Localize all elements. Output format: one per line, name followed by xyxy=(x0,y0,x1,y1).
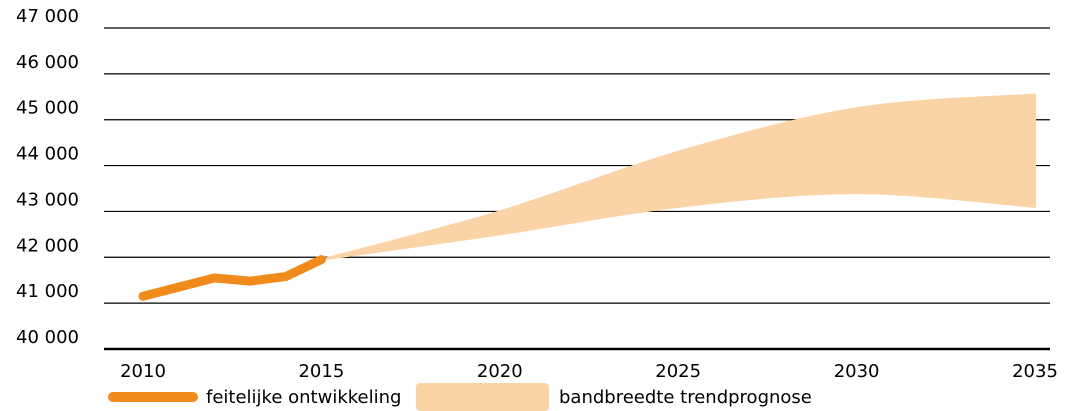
chart: 40 000 41 000 42 000 43 000 44 000 45 000 46 0… xyxy=(16,6,1058,382)
y-tick-label: 46 000 xyxy=(16,52,79,73)
y-tick-label: 43 000 xyxy=(16,189,79,210)
legend-item-actual: feitelijke ontwikkeling xyxy=(108,383,401,411)
x-tick-label: 2035 xyxy=(1012,361,1058,382)
legend-item-band: bandbreedte trendprognose xyxy=(416,383,812,411)
legend-swatch-band xyxy=(416,383,549,411)
legend-label-band: bandbreedte trendprognose xyxy=(559,386,812,408)
y-tick-label: 44 000 xyxy=(16,144,79,165)
y-tick-label: 45 000 xyxy=(16,98,79,119)
y-tick-label: 41 000 xyxy=(16,281,79,302)
x-axis-ticks: 2010 2015 2020 2025 2030 2035 xyxy=(120,361,1058,382)
x-tick-label: 2020 xyxy=(477,361,523,382)
y-tick-label: 42 000 xyxy=(16,235,79,256)
forecast-band-area xyxy=(320,93,1036,261)
legend-swatch-actual xyxy=(108,392,198,402)
forecast-band xyxy=(320,93,1036,261)
x-tick-label: 2030 xyxy=(834,361,880,382)
x-tick-label: 2015 xyxy=(298,361,344,382)
x-tick-label: 2025 xyxy=(655,361,701,382)
y-tick-label: 40 000 xyxy=(16,327,79,348)
y-axis-ticks: 40 000 41 000 42 000 43 000 44 000 45 000 46 0… xyxy=(16,6,79,348)
legend-label-actual: feitelijke ontwikkeling xyxy=(206,386,402,408)
y-tick-label: 47 000 xyxy=(16,6,79,27)
actual-series xyxy=(138,255,326,301)
actual-line xyxy=(138,255,326,301)
legend: feitelijke ontwikkeling bandbreedte tren… xyxy=(0,383,1066,411)
x-tick-label: 2010 xyxy=(120,361,166,382)
gridlines xyxy=(104,27,1050,351)
